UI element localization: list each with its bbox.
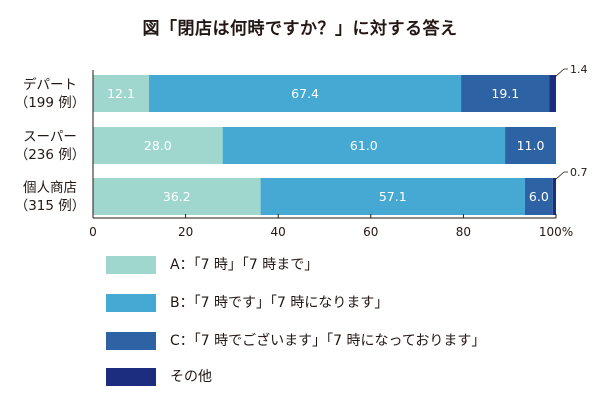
- bar-segment: [93, 178, 261, 215]
- legend-label-a: A：「7 時」「7 時まで」: [170, 257, 319, 273]
- category-label: スーパー: [23, 129, 77, 145]
- x-tick-label: 0: [89, 225, 97, 239]
- chart-title: 図「閉店は何時ですか？」に対する答え: [142, 19, 458, 39]
- stacked-bar-chart: 12.1 67.4 19.1 デパート （199 例） 28.0 61.0 11.0 スーパー （…: [15, 63, 588, 239]
- category-label: デパート: [23, 76, 77, 93]
- data-label: 6.0: [529, 189, 549, 204]
- data-label: 12.1: [107, 86, 135, 101]
- x-tick-label: 60: [363, 225, 378, 239]
- x-tick-label: 20: [178, 225, 193, 239]
- bar-segment: [505, 127, 556, 164]
- data-label: 67.4: [291, 86, 319, 101]
- data-label: 19.1: [491, 86, 519, 101]
- data-label: 11.0: [517, 138, 545, 153]
- leader-line: [554, 68, 568, 78]
- data-label: 36.2: [163, 189, 191, 204]
- category-count: （315 例）: [15, 198, 86, 214]
- bar-segment: [461, 75, 550, 112]
- bar-segment: [222, 127, 506, 164]
- bar-segment: [149, 75, 462, 112]
- category-count: （236 例）: [15, 147, 86, 163]
- bar-segment: [549, 75, 556, 112]
- legend-swatch-a: [106, 256, 156, 274]
- x-tick-label: 40: [271, 225, 286, 239]
- data-label: 28.0: [144, 138, 172, 153]
- category-label: 個人商店: [23, 180, 77, 196]
- bar-segment: [260, 178, 525, 215]
- data-label: 57.1: [379, 189, 407, 204]
- leader-line: [554, 171, 568, 181]
- legend-label-c: C：「7 時でございます」「7 時になっております」: [170, 333, 486, 349]
- bar-segment: [524, 178, 553, 215]
- bar-segment: [93, 127, 223, 164]
- legend-swatch-b: [106, 294, 156, 312]
- data-label-other: 1.4: [570, 63, 588, 76]
- x-tick-label: 100%: [539, 225, 573, 239]
- category-count: （199 例）: [15, 95, 86, 111]
- legend-label-b: B：「7 時です」「7 時になります」: [170, 295, 389, 311]
- legend-label-other: その他: [170, 369, 212, 385]
- data-label: 61.0: [350, 138, 378, 153]
- legend-swatch-c: [106, 332, 156, 350]
- x-tick-label: 80: [456, 225, 471, 239]
- bar-segment: [93, 75, 150, 112]
- bar-segment: [552, 178, 556, 215]
- data-label-other: 0.7: [570, 166, 588, 179]
- legend-swatch-other: [106, 368, 156, 386]
